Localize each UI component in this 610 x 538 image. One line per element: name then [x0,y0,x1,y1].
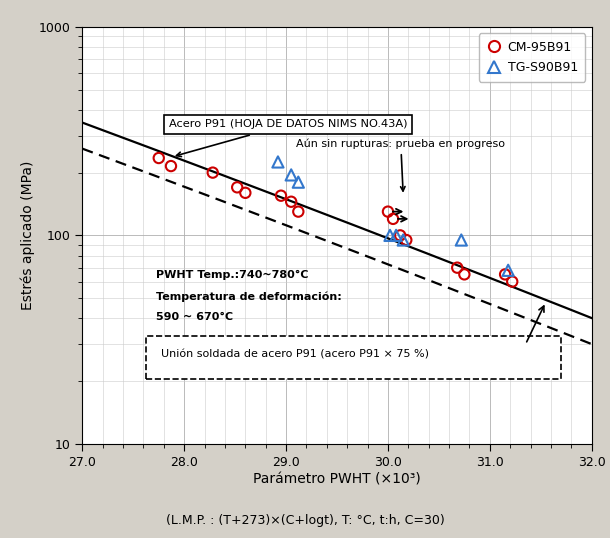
FancyBboxPatch shape [146,336,561,379]
Text: (L.M.P. : (T+273̇)×(C+logt), T: °C, t:h, C=30): (L.M.P. : (T+273̇)×(C+logt), T: °C, t:h,… [166,514,444,527]
Point [293,207,303,216]
Point [286,197,296,206]
Point [232,183,242,192]
Point [154,154,163,162]
Point [388,215,398,223]
Legend: CM-95B91, TG-S90B91: CM-95B91, TG-S90B91 [479,33,586,82]
Point [395,231,405,240]
Text: Unión soldada de acero P91 (acero P91 × 75 %): Unión soldada de acero P91 (acero P91 × … [161,350,429,360]
Point [456,236,466,244]
Point [208,168,218,177]
Point [401,236,411,244]
Text: 590 ~ 670°C: 590 ~ 670°C [156,312,233,322]
Point [240,188,250,197]
Point [503,266,513,274]
Text: PWHT Temp.:740~780°C: PWHT Temp.:740~780°C [156,270,308,280]
Point [286,171,296,179]
Point [273,158,283,166]
X-axis label: Parámetro PWHT (×10³): Parámetro PWHT (×10³) [253,473,421,487]
Y-axis label: Estrés aplicado (MPa): Estrés aplicado (MPa) [20,161,35,310]
Point [453,264,462,272]
Point [276,192,286,200]
Point [166,162,176,171]
Point [398,236,408,244]
Text: Acero P91 (HOJA DE DATOS NIMS NO.43A): Acero P91 (HOJA DE DATOS NIMS NO.43A) [169,119,407,157]
Point [385,231,395,240]
Point [508,277,517,286]
Point [459,270,469,279]
Text: Aún sin rupturas: prueba en progreso: Aún sin rupturas: prueba en progreso [296,139,505,191]
Point [500,270,510,279]
Point [293,178,303,187]
Point [391,231,401,240]
Point [383,207,393,216]
Text: Temperatura de deformación:: Temperatura de deformación: [156,291,342,302]
